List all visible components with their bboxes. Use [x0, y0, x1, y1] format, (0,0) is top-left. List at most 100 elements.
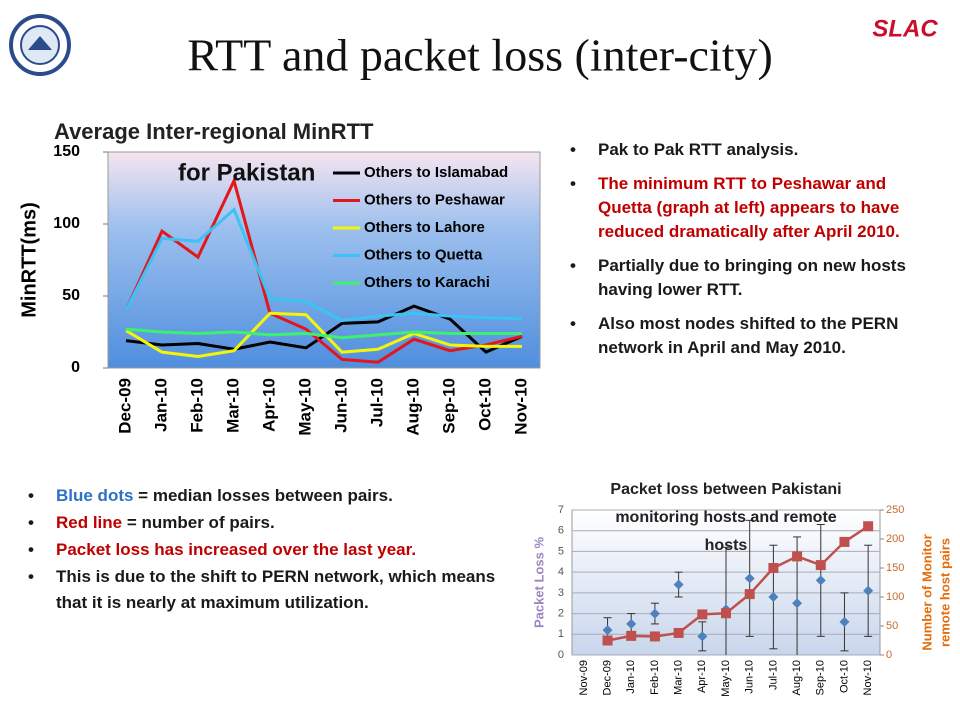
x-tick-label: Apr-10 — [259, 378, 278, 432]
bullet: Partially due to bringing on new hosts h… — [570, 254, 930, 302]
x-tick-label: Nov-09 — [578, 660, 590, 695]
y-tick-label: 1 — [558, 628, 564, 640]
y-tick-label: 7 — [558, 504, 564, 516]
x-tick-label: Mar-10 — [223, 378, 242, 433]
y-axis-label: MinRTT(ms) — [18, 202, 40, 318]
legend-label: Others to Quetta — [364, 246, 483, 263]
x-tick-label: Nov-10 — [862, 660, 874, 695]
y-tick-label: 6 — [558, 525, 564, 537]
marker — [792, 551, 803, 562]
x-tick-label: Dec-09 — [601, 660, 613, 695]
marker — [744, 589, 755, 600]
marker — [673, 627, 684, 638]
bullet-text: The minimum RTT to Peshawar and Quetta (… — [598, 174, 900, 241]
bullet-text: Pak to Pak RTT analysis. — [598, 140, 799, 159]
marker — [649, 608, 660, 619]
chart-title: for Pakistan — [178, 159, 315, 186]
legend-label: Others to Karachi — [364, 274, 490, 291]
x-tick-label: Jun-10 — [744, 660, 756, 694]
marker — [602, 635, 613, 646]
y2-axis-label: remote host pairs — [937, 538, 952, 647]
y2-tick-label: 200 — [886, 533, 904, 545]
marker — [839, 536, 850, 547]
x-tick-label: Jul-10 — [767, 660, 779, 690]
left-bullets: Blue dots = median losses between pairs.… — [28, 483, 503, 617]
marker — [768, 592, 779, 602]
chart-title: Average Inter-regional MinRTT — [54, 119, 374, 144]
y2-tick-label: 250 — [886, 504, 904, 516]
bullet-text: = number of pairs. — [122, 513, 275, 532]
marker — [673, 579, 684, 590]
marker — [815, 560, 826, 571]
y2-tick-label: 50 — [886, 620, 898, 632]
bullet: The minimum RTT to Peshawar and Quetta (… — [570, 172, 930, 244]
bullet: This is due to the shift to PERN network… — [28, 564, 503, 616]
x-tick-label: Jun-10 — [331, 378, 350, 433]
slide-title: RTT and packet loss (inter-city) — [187, 30, 773, 81]
y-tick-label: 5 — [558, 545, 564, 557]
x-tick-label: Sep-10 — [815, 660, 827, 695]
y2-tick-label: 0 — [886, 649, 892, 661]
chart-title: Packet loss between Pakistani — [610, 481, 841, 498]
x-tick-label: Mar-10 — [673, 660, 685, 695]
x-tick-label: Feb-10 — [187, 378, 206, 433]
bullet: Also most nodes shifted to the PERN netw… — [570, 312, 930, 360]
legend-label: Others to Islamabad — [364, 164, 508, 181]
bullet-text: Packet loss has increased over the last … — [56, 540, 417, 559]
chart-title: monitoring hosts and remote — [615, 509, 836, 526]
bullet: Blue dots = median losses between pairs. — [28, 483, 503, 509]
series-line — [125, 327, 522, 340]
x-tick-label: Dec-09 — [115, 378, 134, 434]
marker — [744, 573, 755, 584]
y-tick-label: 100 — [53, 215, 80, 232]
x-tick-label: Nov-10 — [511, 378, 530, 435]
y2-tick-label: 100 — [886, 591, 904, 603]
x-tick-label: Aug-10 — [403, 378, 422, 436]
y-tick-label: 4 — [558, 566, 564, 578]
x-tick-label: Jul-10 — [367, 378, 386, 427]
bullet: Packet loss has increased over the last … — [28, 537, 503, 563]
emblem — [9, 14, 71, 76]
y-tick-label: 2 — [558, 607, 564, 619]
bullet-text: = median losses between pairs. — [133, 486, 393, 505]
legend-label: Others to Peshawar — [364, 191, 505, 208]
series-line — [125, 311, 522, 358]
right-bullets: Pak to Pak RTT analysis. The minimum RTT … — [570, 138, 930, 370]
y-tick-label: 3 — [558, 587, 564, 599]
marker — [697, 609, 708, 620]
marker — [839, 616, 850, 627]
bullet-text: Blue dots — [56, 486, 134, 505]
marker — [863, 585, 874, 596]
x-tick-label: Aug-10 — [791, 660, 803, 695]
marker — [626, 630, 637, 641]
logo: SLAC — [872, 15, 938, 42]
x-tick-label: Oct-10 — [838, 660, 850, 693]
marker — [792, 598, 803, 609]
marker — [626, 618, 637, 629]
marker — [697, 631, 708, 642]
bullet-text: This is due to the shift to PERN network… — [56, 567, 496, 612]
marker — [649, 631, 660, 642]
marker — [721, 608, 731, 619]
marker — [863, 521, 874, 532]
marker — [602, 625, 613, 636]
y2-tick-label: 150 — [886, 562, 904, 574]
y-axis-label: Packet Loss % — [531, 537, 546, 628]
marker — [768, 563, 779, 573]
x-tick-label: Oct-10 — [475, 378, 494, 431]
y-tick-label: 150 — [53, 143, 80, 160]
y2-axis-label: Number of Monitor — [919, 534, 934, 650]
bullet-text: Partially due to bringing on new hosts h… — [598, 256, 906, 299]
bullet-text: Red line — [56, 513, 123, 532]
bullet: Pak to Pak RTT analysis. — [570, 138, 930, 162]
bullet: Red line = number of pairs. — [28, 510, 503, 536]
y-tick-label: 0 — [71, 359, 80, 376]
x-tick-label: May-10 — [720, 660, 732, 697]
x-tick-label: Jan-10 — [625, 660, 637, 694]
bullet-text: Also most nodes shifted to the PERN netw… — [598, 314, 899, 357]
y-tick-label: 50 — [62, 287, 80, 304]
series-line — [124, 207, 523, 323]
x-tick-label: Sep-10 — [439, 378, 458, 434]
